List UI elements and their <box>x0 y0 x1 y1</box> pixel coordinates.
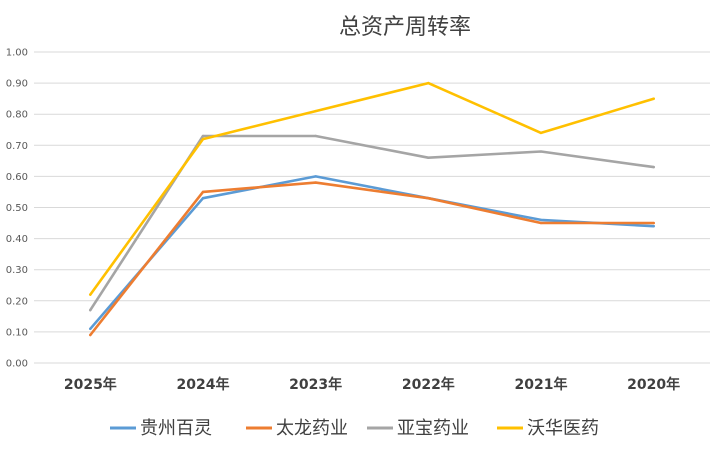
legend-label: 沃华医药 <box>527 418 599 439</box>
data-point <box>652 97 655 100</box>
data-point <box>652 224 655 228</box>
data-point <box>89 333 92 337</box>
y-tick-label: 1.00 <box>6 48 28 59</box>
y-tick-label: 0.20 <box>6 296 28 307</box>
data-point <box>652 221 655 225</box>
x-tick-label: 2020年 <box>627 376 680 393</box>
legend-item: 贵州百灵 <box>110 418 212 439</box>
data-point <box>314 134 317 138</box>
data-point <box>89 308 92 312</box>
series-lines <box>89 81 656 337</box>
data-point <box>314 175 317 178</box>
data-point <box>89 293 92 296</box>
data-point <box>427 81 430 85</box>
data-point <box>539 131 543 135</box>
y-tick-label: 0.10 <box>6 327 28 338</box>
data-point <box>539 221 543 225</box>
chart-title: 总资产周转率 <box>339 15 471 40</box>
legend-label: 贵州百灵 <box>140 418 212 439</box>
data-point <box>539 150 543 153</box>
legend-item: 沃华医药 <box>497 418 599 439</box>
series-line <box>89 181 656 337</box>
data-point <box>201 196 205 200</box>
data-point <box>427 156 430 159</box>
data-point <box>314 181 317 184</box>
x-axis-ticks: 2025年 2024年 2023年 2022年 2021年 2020年 <box>64 376 680 393</box>
legend: 贵州百灵 太龙药业 亚宝药业 沃华医药 <box>110 418 599 439</box>
series-line <box>89 81 656 296</box>
series-2 <box>89 181 656 337</box>
data-point <box>201 190 205 194</box>
x-tick-label: 2022年 <box>402 376 455 393</box>
series-1 <box>89 175 656 331</box>
y-axis-ticks: 0.00 0.10 0.20 0.30 0.40 0.50 0.60 0.70 0.80 0.90… <box>6 48 28 370</box>
series-4 <box>89 81 656 296</box>
y-tick-label: 0.70 <box>6 141 28 152</box>
y-tick-label: 0.40 <box>6 234 28 245</box>
data-point <box>89 327 92 330</box>
x-tick-label: 2021年 <box>515 376 568 393</box>
y-tick-label: 0.00 <box>6 359 28 370</box>
data-point <box>314 109 317 113</box>
y-tick-label: 0.80 <box>6 110 28 121</box>
series-line <box>89 175 656 331</box>
y-tick-label: 0.60 <box>6 172 28 183</box>
x-tick-label: 2023年 <box>289 376 342 393</box>
legend-label: 太龙药业 <box>276 418 348 439</box>
y-tick-label: 0.50 <box>6 203 28 214</box>
x-tick-label: 2024年 <box>177 376 230 393</box>
gridlines <box>34 51 710 364</box>
legend-label: 亚宝药业 <box>397 418 469 439</box>
data-point <box>201 134 205 138</box>
y-tick-label: 0.90 <box>6 79 28 90</box>
data-point <box>539 218 543 222</box>
y-tick-label: 0.30 <box>6 265 28 276</box>
x-tick-label: 2025年 <box>64 376 117 393</box>
data-point <box>652 165 655 169</box>
data-point <box>427 196 430 200</box>
legend-item: 太龙药业 <box>246 418 348 439</box>
legend-item: 亚宝药业 <box>367 418 469 439</box>
data-point <box>201 137 205 141</box>
